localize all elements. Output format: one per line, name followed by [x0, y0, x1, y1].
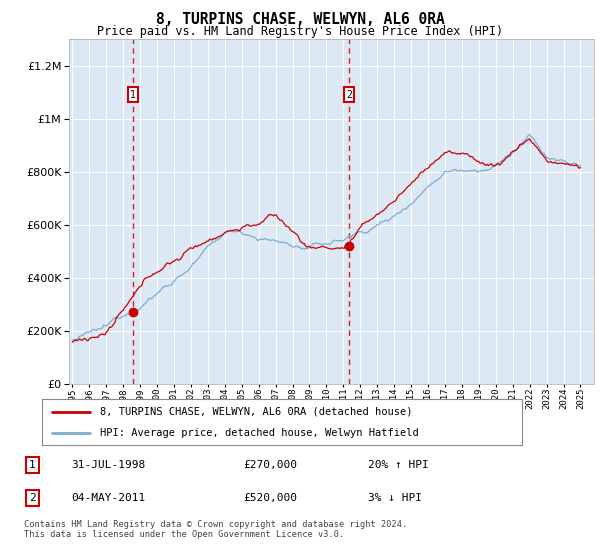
- Text: HPI: Average price, detached house, Welwyn Hatfield: HPI: Average price, detached house, Welw…: [100, 428, 418, 438]
- Text: Price paid vs. HM Land Registry's House Price Index (HPI): Price paid vs. HM Land Registry's House …: [97, 25, 503, 38]
- Text: 2: 2: [346, 90, 352, 100]
- Text: 31-JUL-1998: 31-JUL-1998: [71, 460, 146, 470]
- Text: 3% ↓ HPI: 3% ↓ HPI: [368, 493, 422, 503]
- Text: 2: 2: [29, 493, 35, 503]
- Text: 1: 1: [29, 460, 35, 470]
- Text: 04-MAY-2011: 04-MAY-2011: [71, 493, 146, 503]
- Text: 8, TURPINS CHASE, WELWYN, AL6 0RA (detached house): 8, TURPINS CHASE, WELWYN, AL6 0RA (detac…: [100, 407, 412, 417]
- Text: 1: 1: [130, 90, 136, 100]
- Text: 20% ↑ HPI: 20% ↑ HPI: [368, 460, 428, 470]
- Text: £270,000: £270,000: [244, 460, 298, 470]
- Text: £520,000: £520,000: [244, 493, 298, 503]
- Text: Contains HM Land Registry data © Crown copyright and database right 2024.
This d: Contains HM Land Registry data © Crown c…: [24, 520, 407, 539]
- Text: 8, TURPINS CHASE, WELWYN, AL6 0RA: 8, TURPINS CHASE, WELWYN, AL6 0RA: [155, 12, 445, 27]
